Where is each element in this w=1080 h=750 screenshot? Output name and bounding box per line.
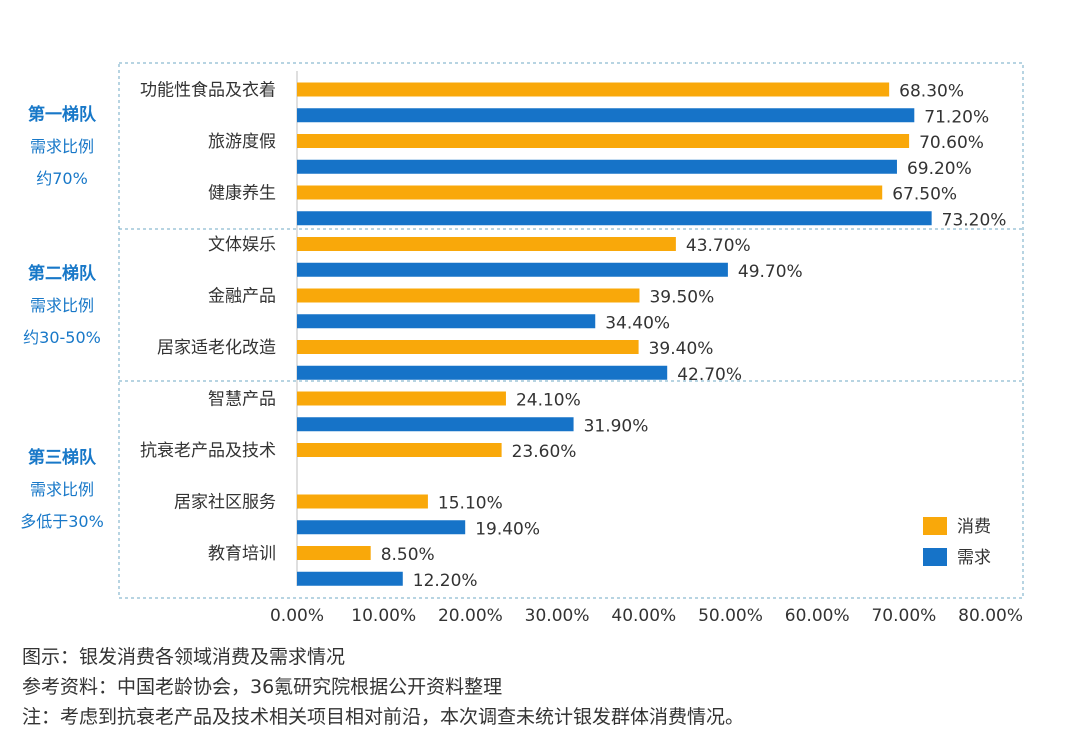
consumption-bar <box>297 82 890 97</box>
legend-label: 需求 <box>957 548 991 568</box>
consumption-bar <box>297 546 371 560</box>
tier-title: 第二梯队 <box>28 263 97 284</box>
consumption-bar <box>297 288 640 303</box>
data-label: 68.30% <box>899 82 964 102</box>
category-label: 居家适老化改造 <box>157 338 276 358</box>
consumption-bar <box>297 391 506 406</box>
tier-description: 约30-50% <box>23 328 101 347</box>
data-label: 71.20% <box>924 107 989 127</box>
data-label: 70.60% <box>919 133 984 153</box>
data-label: 23.60% <box>512 442 577 462</box>
x-tick-label: 50.00% <box>698 606 763 626</box>
figure-caption: 图示：银发消费各领域消费及需求情况 <box>22 646 346 668</box>
consumption-bar <box>297 340 639 354</box>
tier-description: 约70% <box>36 169 88 188</box>
tier-title: 第一梯队 <box>28 104 97 125</box>
data-label: 69.20% <box>907 159 972 179</box>
x-tick-label: 20.00% <box>438 606 503 626</box>
tier-description: 需求比例 <box>30 137 94 156</box>
data-label: 19.40% <box>475 519 540 539</box>
legend-label: 消费 <box>957 517 991 537</box>
tier-description: 多低于30% <box>20 512 104 531</box>
category-label: 健康养生 <box>208 184 276 204</box>
demand-bar <box>297 262 728 277</box>
data-label: 43.70% <box>686 236 751 256</box>
data-label: 34.40% <box>605 313 670 333</box>
consumption-bar <box>297 134 910 148</box>
legend-swatch <box>923 517 947 535</box>
consumption-bar <box>297 494 428 509</box>
tier-frame <box>118 62 1024 599</box>
category-label: 金融产品 <box>208 287 276 307</box>
legend-swatch <box>923 548 947 566</box>
category-label: 教育培训 <box>208 544 276 564</box>
bar-chart: 0.00% 10.00% 20.00% 30.00% 40.00% 50.00% 60.00… <box>20 62 1024 626</box>
data-label: 12.20% <box>413 571 478 591</box>
data-label: 73.20% <box>942 210 1007 230</box>
category-label: 旅游度假 <box>208 132 276 152</box>
demand-bar <box>297 520 466 535</box>
demand-bar <box>297 159 897 174</box>
category-label: 文体娱乐 <box>208 235 276 255</box>
demand-bar <box>297 571 403 586</box>
demand-bar <box>297 365 668 380</box>
data-label: 49.70% <box>738 262 803 282</box>
data-label: 42.70% <box>677 365 742 385</box>
tier-title: 第三梯队 <box>28 447 97 468</box>
x-tick-label: 60.00% <box>785 606 850 626</box>
data-label: 24.10% <box>516 391 581 411</box>
demand-bar <box>297 417 574 432</box>
data-label: 39.40% <box>649 339 714 359</box>
consumption-bar <box>297 185 883 200</box>
x-tick-label: 70.00% <box>871 606 936 626</box>
tier-description: 需求比例 <box>30 480 94 499</box>
x-tick-label: 10.00% <box>351 606 416 626</box>
note-caption: 注：考虑到抗衰老产品及技术相关项目相对前沿，本次调查未统计银发群体消费情况。 <box>22 706 745 728</box>
x-tick-label: 80.00% <box>958 606 1023 626</box>
data-label: 15.10% <box>438 494 503 514</box>
category-label: 智慧产品 <box>208 390 276 410</box>
x-tick-label: 30.00% <box>525 606 590 626</box>
x-tick-label: 0.00% <box>270 606 324 626</box>
data-label: 31.90% <box>584 416 649 436</box>
demand-bar <box>297 108 915 123</box>
source-caption: 参考资料：中国老龄协会，36氪研究院根据公开资料整理 <box>22 676 503 698</box>
data-label: 8.50% <box>381 545 435 565</box>
consumption-bar <box>297 237 676 251</box>
demand-bar <box>297 314 596 329</box>
x-tick-label: 40.00% <box>611 606 676 626</box>
demand-bar <box>297 211 932 226</box>
data-label: 67.50% <box>892 185 957 205</box>
category-label: 功能性食品及衣着 <box>140 81 276 101</box>
caption-block: 图示：银发消费各领域消费及需求情况 参考资料：中国老龄协会，36氪研究院根据公开… <box>22 642 744 732</box>
category-label: 居家社区服务 <box>174 493 276 513</box>
category-label: 抗衰老产品及技术 <box>140 441 276 461</box>
consumption-bar <box>297 443 502 457</box>
data-label: 39.50% <box>649 288 714 308</box>
tier-description: 需求比例 <box>30 296 94 315</box>
